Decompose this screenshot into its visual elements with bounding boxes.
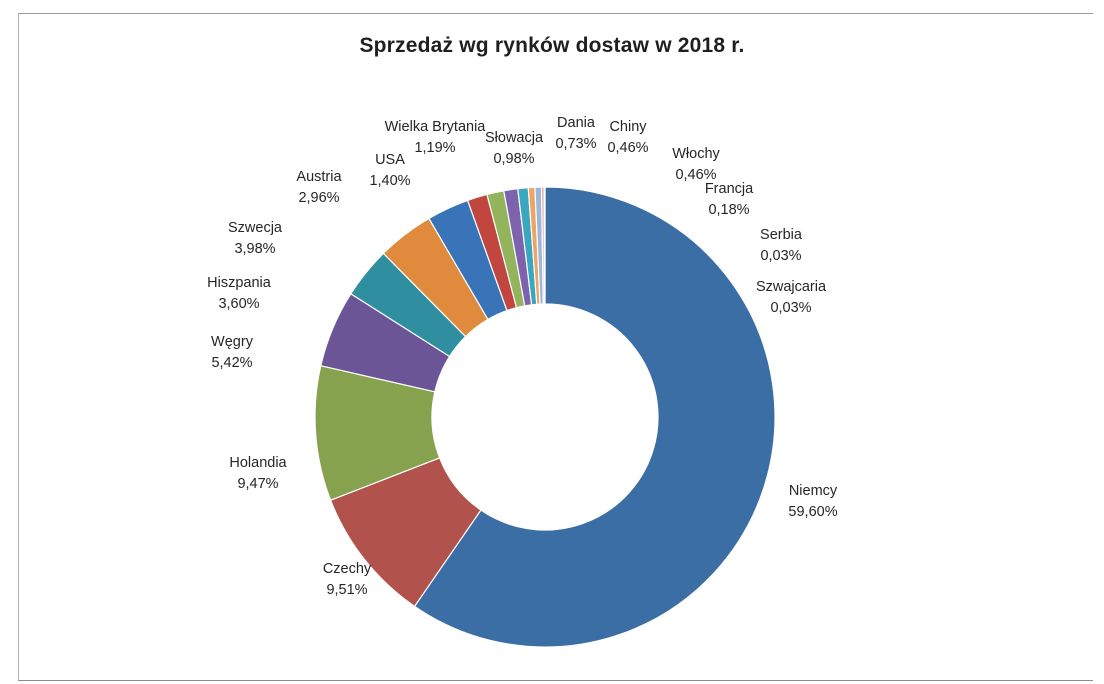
label-value-szwecja: 3,98% bbox=[234, 241, 275, 257]
label-name-francja: Francja bbox=[705, 181, 754, 197]
label-name-chiny: Chiny bbox=[609, 119, 647, 135]
labels-group: Niemcy 59,60% Czechy 9,51% Holandia 9,47% Węgr… bbox=[207, 115, 838, 598]
label-value-austria: 2,96% bbox=[298, 190, 339, 206]
label-name-czechy: Czechy bbox=[323, 561, 372, 577]
label-value-usa: 1,40% bbox=[369, 173, 410, 189]
chart-frame bbox=[18, 13, 1093, 681]
label-name-austria: Austria bbox=[296, 169, 342, 185]
label-value-chiny: 0,46% bbox=[607, 140, 648, 156]
label-value-wlochy: 0,46% bbox=[675, 167, 716, 183]
label-value-francja: 0,18% bbox=[708, 202, 749, 218]
label-value-szwajcaria: 0,03% bbox=[770, 300, 811, 316]
label-name-dania: Dania bbox=[557, 115, 596, 131]
slices-group bbox=[314, 186, 776, 648]
label-value-wielka-brytania: 1,19% bbox=[414, 140, 455, 156]
label-name-niemcy: Niemcy bbox=[789, 483, 838, 499]
label-name-szwecja: Szwecja bbox=[228, 220, 283, 236]
label-name-slowacja: Słowacja bbox=[485, 130, 544, 146]
label-name-serbia: Serbia bbox=[760, 227, 803, 243]
label-value-wegry: 5,42% bbox=[211, 355, 252, 371]
label-value-holandia: 9,47% bbox=[237, 476, 278, 492]
label-name-wlochy: Włochy bbox=[672, 146, 720, 162]
label-name-holandia: Holandia bbox=[229, 455, 287, 471]
label-name-usa: USA bbox=[375, 152, 405, 168]
label-name-wielka-brytania: Wielka Brytania bbox=[385, 119, 487, 135]
label-name-hiszpania: Hiszpania bbox=[207, 275, 272, 291]
label-value-dania: 0,73% bbox=[555, 136, 596, 152]
label-value-hiszpania: 3,60% bbox=[218, 296, 259, 312]
label-name-wegry: Węgry bbox=[211, 334, 254, 350]
chart-title: Sprzedaż wg rynków dostaw w 2018 r. bbox=[359, 34, 745, 57]
slice-niemcy bbox=[413, 186, 776, 648]
label-value-slowacja: 0,98% bbox=[493, 151, 534, 167]
label-value-niemcy: 59,60% bbox=[788, 504, 837, 520]
label-name-szwajcaria: Szwajcaria bbox=[756, 279, 827, 295]
label-value-czechy: 9,51% bbox=[326, 582, 367, 598]
label-value-serbia: 0,03% bbox=[760, 248, 801, 264]
